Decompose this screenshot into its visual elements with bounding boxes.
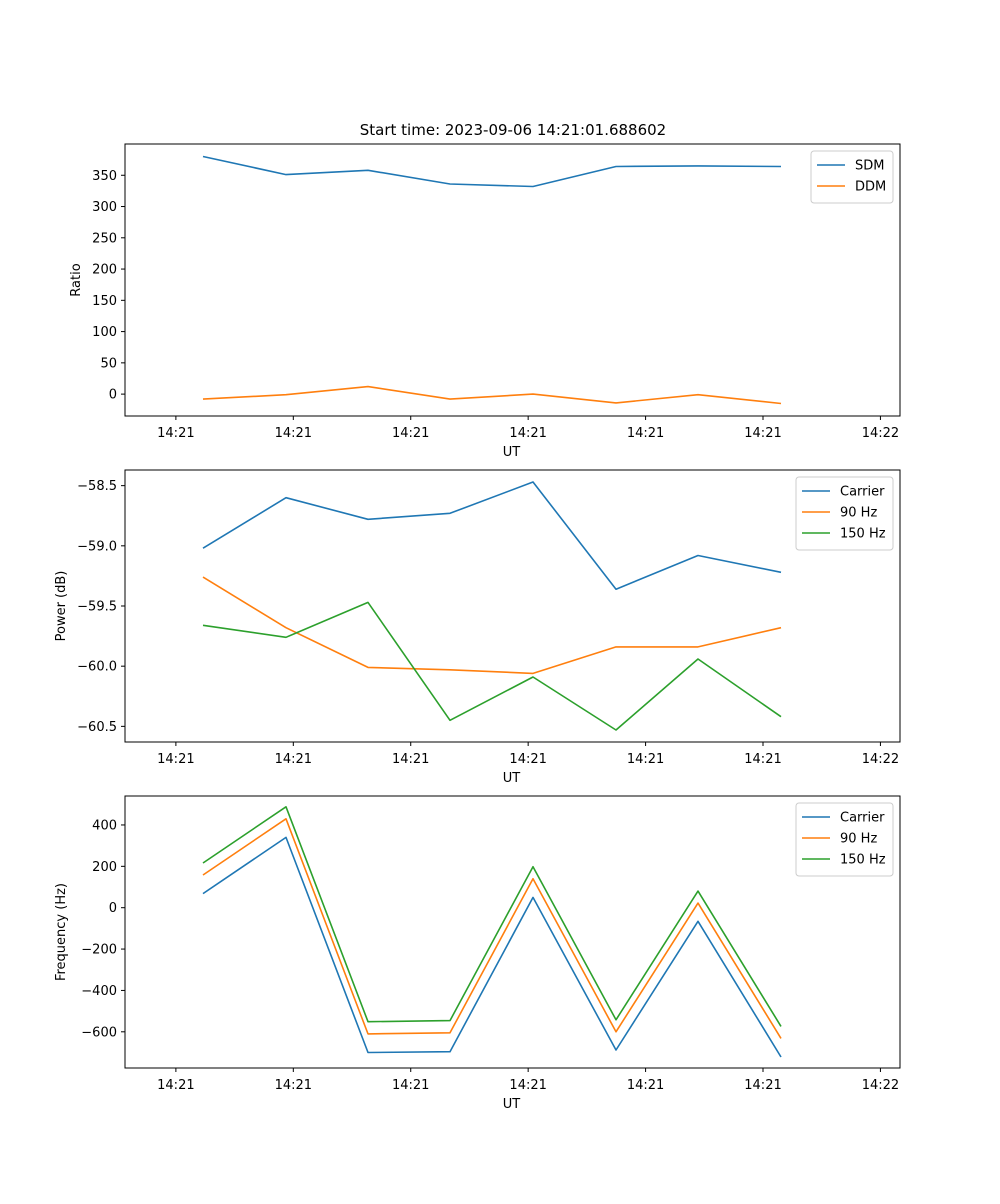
chart-panel-3: 14:21 14:21 14:21 14:21 14:21 14:21 14:22 −600 −… <box>54 795 901 1112</box>
series-line-90-hz <box>202 576 782 675</box>
x-axis-label: UT <box>503 445 521 460</box>
y-tick-label: −59.5 <box>77 600 117 615</box>
y-tick-label: −600 <box>81 1025 117 1040</box>
series-line-150-hz <box>202 805 782 1027</box>
series-line-carrier <box>202 481 782 591</box>
y-tick-label: −60.0 <box>77 660 117 675</box>
y-tick-label: 300 <box>92 200 117 215</box>
y-axis-label: Power (dB) <box>54 571 69 642</box>
legend-label: SDM <box>855 159 884 174</box>
legend-label: 150 Hz <box>840 527 886 542</box>
y-tick-label: −59.0 <box>77 539 117 554</box>
x-tick-label: 14:22 <box>862 1078 899 1093</box>
y-tick-label: −200 <box>81 943 117 958</box>
series-line-ddm <box>202 385 782 405</box>
x-tick-label: 14:21 <box>627 1078 664 1093</box>
plot-frame <box>124 143 901 417</box>
legend-box <box>810 150 894 204</box>
series-line-150-hz <box>202 601 782 731</box>
legend-label: 90 Hz <box>840 506 877 521</box>
y-tick-label: 250 <box>92 231 117 246</box>
legend-box <box>795 802 894 877</box>
series-line-sdm <box>202 155 782 188</box>
y-tick-label: −400 <box>81 984 117 999</box>
x-tick-label: 14:21 <box>627 752 664 767</box>
legend-box <box>795 476 894 551</box>
x-tick-label: 14:21 <box>509 752 546 767</box>
x-axis-label: UT <box>503 771 521 786</box>
x-tick-label: 14:21 <box>392 1078 429 1093</box>
series-line-90-hz <box>202 817 782 1039</box>
y-tick-label: 100 <box>92 325 117 340</box>
x-axis-label: UT <box>503 1097 521 1112</box>
plot-frame <box>124 469 901 743</box>
x-tick-label: 14:21 <box>157 426 194 441</box>
x-tick-label: 14:22 <box>862 752 899 767</box>
y-tick-label: 200 <box>92 860 117 875</box>
y-tick-label: 150 <box>92 294 117 309</box>
legend: Carrier 90 Hz 150 Hz <box>795 476 894 551</box>
chart-panel-2: 14:21 14:21 14:21 14:21 14:21 14:21 14:22 −60.5… <box>54 469 901 786</box>
x-tick-label: 14:21 <box>509 426 546 441</box>
x-tick-label: 14:21 <box>744 426 781 441</box>
legend-label: DDM <box>855 180 886 195</box>
x-tick-label: 14:21 <box>392 752 429 767</box>
y-tick-label: 0 <box>109 388 117 403</box>
legend-label: Carrier <box>840 485 885 500</box>
legend-label: Carrier <box>840 811 885 826</box>
x-tick-label: 14:21 <box>157 1078 194 1093</box>
x-tick-label: 14:21 <box>275 426 312 441</box>
legend-label: 150 Hz <box>840 853 886 868</box>
x-tick-label: 14:21 <box>509 1078 546 1093</box>
legend: Carrier 90 Hz 150 Hz <box>795 802 894 877</box>
y-tick-label: −60.5 <box>77 720 117 735</box>
y-tick-label: 0 <box>109 901 117 916</box>
y-axis-label: Ratio <box>69 263 84 296</box>
y-tick-label: 200 <box>92 263 117 278</box>
y-axis-label: Frequency (Hz) <box>54 883 69 981</box>
x-tick-label: 14:21 <box>744 1078 781 1093</box>
x-tick-label: 14:22 <box>862 426 899 441</box>
x-tick-label: 14:21 <box>744 752 781 767</box>
series-line-carrier <box>202 836 782 1058</box>
y-tick-label: −58.5 <box>77 479 117 494</box>
x-tick-label: 14:21 <box>627 426 664 441</box>
x-tick-label: 14:21 <box>275 1078 312 1093</box>
x-tick-label: 14:21 <box>275 752 312 767</box>
legend-label: 90 Hz <box>840 832 877 847</box>
legend: SDM DDM <box>810 150 894 204</box>
y-tick-label: 350 <box>92 169 117 184</box>
figure-title: Start time: 2023-09-06 14:21:01.688602 <box>360 121 666 139</box>
plot-frame <box>124 795 901 1069</box>
y-tick-label: 400 <box>92 818 117 833</box>
x-tick-label: 14:21 <box>157 752 194 767</box>
y-tick-label: 50 <box>100 356 117 371</box>
chart-panel-1: 14:21 14:21 14:21 14:21 14:21 14:21 14:22 0 50 10… <box>69 143 901 460</box>
x-tick-label: 14:21 <box>392 426 429 441</box>
